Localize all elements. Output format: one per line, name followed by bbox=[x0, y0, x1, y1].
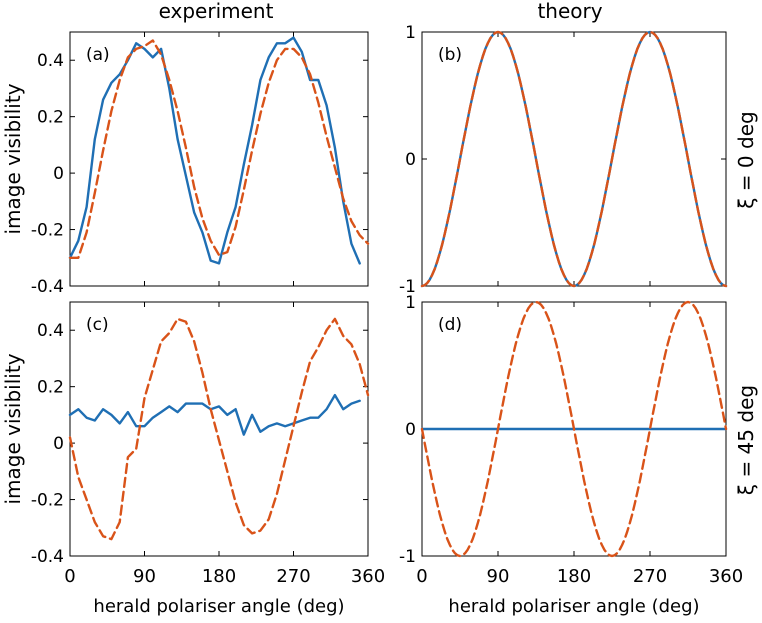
axes-box bbox=[69, 301, 369, 557]
y-tick-label: -0.2 bbox=[31, 221, 64, 241]
x-tick-label: 270 bbox=[633, 566, 667, 587]
x-tick-label: 180 bbox=[557, 566, 591, 587]
x-tick-label: 0 bbox=[416, 566, 427, 587]
y-axis-label: image visibility bbox=[1, 353, 25, 504]
x-tick-label: 180 bbox=[202, 566, 236, 587]
x-tick-label: 360 bbox=[351, 566, 385, 587]
row-label-xi-0: ξ = 0 deg bbox=[734, 111, 758, 208]
y-tick-label: -1 bbox=[399, 277, 416, 297]
x-axis-label: herald polariser angle (deg) bbox=[448, 596, 699, 617]
axes-box bbox=[69, 31, 369, 287]
series-line-model bbox=[68, 39, 370, 259]
y-tick-label: 0 bbox=[405, 420, 416, 440]
panel-c-experiment-xi45: 0 90 180 270 360 -0.4 -0.2 0 0.2 0.4 (c) image visi… bbox=[1, 301, 385, 617]
series-line-model bbox=[420, 30, 728, 288]
panel-label: (a) bbox=[86, 45, 110, 65]
panel-label: (d) bbox=[438, 315, 462, 335]
y-tick-label: -0.4 bbox=[31, 547, 64, 567]
series-line-theory bbox=[420, 30, 728, 288]
x-tick-label: 270 bbox=[276, 566, 310, 587]
x-tick-label: 90 bbox=[487, 566, 510, 587]
x-axis-label: herald polariser angle (deg) bbox=[93, 596, 344, 617]
column-title-theory: theory bbox=[537, 0, 602, 23]
y-tick-label: 0 bbox=[405, 150, 416, 170]
y-tick-label: -0.4 bbox=[31, 277, 64, 297]
x-tick-label: 90 bbox=[133, 566, 156, 587]
y-tick-label: -1 bbox=[399, 547, 416, 567]
y-tick-label: -0.2 bbox=[31, 491, 64, 511]
series-line-model bbox=[420, 300, 728, 558]
panel-label: (b) bbox=[438, 45, 462, 65]
series-line-model bbox=[68, 317, 370, 541]
y-tick-label: 0.4 bbox=[37, 321, 64, 341]
panel-label: (c) bbox=[86, 315, 109, 335]
y-tick-label: 1 bbox=[405, 23, 416, 43]
x-tick-label: 360 bbox=[709, 566, 743, 587]
row-label-xi-45: ξ = 45 deg bbox=[734, 385, 758, 495]
y-tick-label: 1 bbox=[405, 293, 416, 313]
column-title-experiment: experiment bbox=[159, 0, 274, 23]
panel-d-theory-xi45: 0 90 180 270 360-101(d)herald polariser angl… bbox=[399, 293, 743, 617]
y-tick-label: 0.4 bbox=[37, 51, 64, 71]
panel-a-experiment-xi0: -0.4 -0.2 0 0.2 0.4 (a) image visibility bbox=[1, 31, 370, 297]
y-axis-label: image visibility bbox=[1, 83, 25, 234]
y-tick-label: 0.2 bbox=[37, 378, 64, 398]
y-tick-label: 0.2 bbox=[37, 108, 64, 128]
y-tick-label: 0 bbox=[53, 434, 64, 454]
panel-b-theory-xi0: -1 0 1 (b) bbox=[399, 23, 728, 297]
x-tick-label: 0 bbox=[64, 566, 75, 587]
axes-box bbox=[421, 31, 727, 287]
series-line-measured bbox=[68, 393, 361, 436]
series-line-measured bbox=[68, 36, 361, 265]
y-tick-label: 0 bbox=[53, 164, 64, 184]
